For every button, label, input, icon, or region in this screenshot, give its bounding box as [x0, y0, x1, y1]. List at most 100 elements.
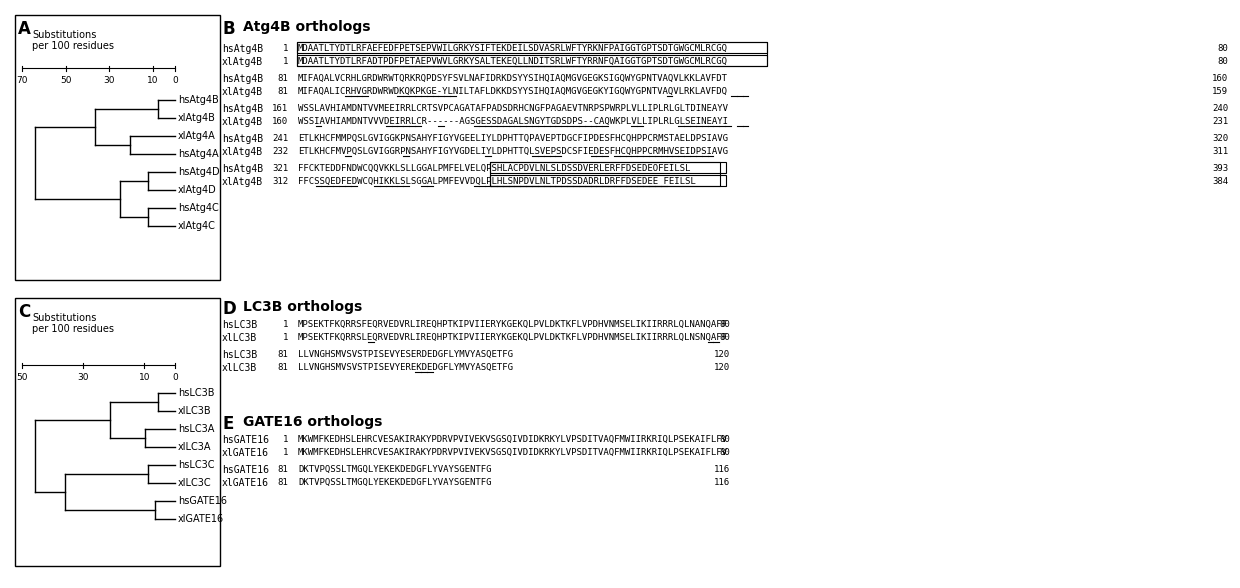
- Text: LLVNGHSMVSVSTPISEVYESERDEDGFLYMVYASQETFG: LLVNGHSMVSVSTPISEVYESERDEDGFLYMVYASQETFG: [298, 350, 513, 359]
- Text: per 100 residues: per 100 residues: [32, 324, 114, 334]
- Text: 120: 120: [714, 363, 730, 372]
- Text: hsGATE16: hsGATE16: [179, 496, 227, 506]
- Text: FFCKTEDDFNDWCQQVKKLSLLGGALPMFELVELQPSHLACPDVLNLSLDSSDVERLERFFDSEDEOFEILSL: FFCKTEDDFNDWCQQVKKLSLLGGALPMFELVELQPSHLA…: [298, 164, 691, 173]
- Text: LC3B orthologs: LC3B orthologs: [243, 300, 362, 314]
- Text: 116: 116: [714, 465, 730, 474]
- Text: B: B: [222, 20, 234, 38]
- Text: hsAtg4B: hsAtg4B: [179, 95, 218, 105]
- Text: 312: 312: [272, 177, 288, 186]
- Text: 1: 1: [283, 448, 288, 457]
- Text: 160: 160: [272, 117, 288, 126]
- Text: xlAtg4A: xlAtg4A: [179, 131, 216, 141]
- Text: 80: 80: [719, 448, 730, 457]
- Bar: [490, 162, 727, 173]
- Text: 311: 311: [1211, 147, 1228, 156]
- Bar: [298, 55, 768, 66]
- Text: 1: 1: [283, 435, 288, 444]
- Text: FFCSSQEDFEDWCQHIKKLSLSGGALPMFEVVDQLPLHLSNPDVLNLTPDSSDADRLDRFFDSEDEE FEILSL: FFCSSQEDFEDWCQHIKKLSLSGGALPMFEVVDQLPLHLS…: [298, 177, 696, 186]
- Text: D: D: [222, 300, 236, 318]
- Bar: [490, 175, 727, 186]
- Text: xlAtg4B: xlAtg4B: [222, 147, 263, 157]
- Text: 240: 240: [1211, 104, 1228, 113]
- Text: xlAtg4B: xlAtg4B: [179, 113, 216, 123]
- Text: hsLC3B: hsLC3B: [179, 388, 215, 398]
- Text: MKWMFKEDHSLEHRCVESAKIRAKYPDRVPVIVEKVSGSQIVDIDKRKYLVPSDITVAQFMWIIRKRIQLPSEKAIFLFV: MKWMFKEDHSLEHRCVESAKIRAKYPDRVPVIVEKVSGSQ…: [298, 435, 728, 444]
- Text: hsAtg4B: hsAtg4B: [222, 164, 263, 174]
- Text: WSSIAVHIAMDNTVVVDEIRRLCR------AGSGESSDAGALSNGYTGDSDPS--CAQWKPLVLLIPLRLGLSEINEAYI: WSSIAVHIAMDNTVVVDEIRRLCR------AGSGESSDAG…: [298, 117, 728, 126]
- Text: 80: 80: [719, 320, 730, 329]
- Text: MIFAQALICRHVGRDWRWDKQKPKGE-YLNILTAFLDKKDSYYSIHQIAQMGVGEGKYIGQWYGPNTVAQVLRKLAVFDQ: MIFAQALICRHVGRDWRWDKQKPKGE-YLNILTAFLDKKD…: [298, 87, 728, 96]
- Text: 70: 70: [16, 76, 27, 85]
- Text: 30: 30: [104, 76, 115, 85]
- Text: DKTVPQSSLTMGQLYEKEKDEDGFLYVAYSGENTFG: DKTVPQSSLTMGQLYEKEKDEDGFLYVAYSGENTFG: [298, 478, 491, 487]
- Text: xlAtg4B: xlAtg4B: [222, 177, 263, 187]
- Text: hsLC3B: hsLC3B: [222, 350, 257, 360]
- Text: hsGATE16: hsGATE16: [222, 435, 269, 445]
- Text: 161: 161: [272, 104, 288, 113]
- Text: ETLKHCFMMPQSLGVIGGKPNSAHYFIGYVGEELIYLDPHTTQPAVEPTDGCFIPDESFHCQHPPCRMSTAELDPSIAVG: ETLKHCFMMPQSLGVIGGKPNSAHYFIGYVGEELIYLDPH…: [298, 134, 728, 143]
- Text: 159: 159: [1211, 87, 1228, 96]
- Text: 81: 81: [278, 74, 288, 83]
- Bar: [298, 42, 768, 53]
- Text: E: E: [222, 415, 233, 433]
- Text: hsGATE16: hsGATE16: [222, 465, 269, 475]
- Text: xlGATE16: xlGATE16: [179, 514, 224, 524]
- Text: xlGATE16: xlGATE16: [222, 478, 269, 488]
- Text: MPSEKTFKQRRSLEQRVEDVRLIREQHPTKIPVIIERYKGEKQLPVLDKTKFLVPDHVNMSELIKIIRRRLQLNSNQAFF: MPSEKTFKQRRSLEQRVEDVRLIREQHPTKIPVIIERYKG…: [298, 333, 728, 342]
- Text: hsAtg4B: hsAtg4B: [222, 104, 263, 114]
- Text: Substitutions: Substitutions: [32, 313, 97, 323]
- Text: 160: 160: [1211, 74, 1228, 83]
- Text: hsAtg4B: hsAtg4B: [222, 134, 263, 144]
- Text: LLVNGHSMVSVSTPISEVYEREKDEDGFLYMVYASQETFG: LLVNGHSMVSVSTPISEVYEREKDEDGFLYMVYASQETFG: [298, 363, 513, 372]
- Text: Atg4B orthologs: Atg4B orthologs: [243, 20, 371, 34]
- Bar: [490, 162, 720, 186]
- Text: 80: 80: [719, 333, 730, 342]
- Text: 80: 80: [719, 435, 730, 444]
- Text: 0: 0: [172, 373, 177, 382]
- Text: 30: 30: [77, 373, 89, 382]
- Text: 231: 231: [1211, 117, 1228, 126]
- Text: hsLC3C: hsLC3C: [179, 460, 215, 470]
- Text: xlAtg4B: xlAtg4B: [222, 117, 263, 127]
- Bar: [15, 15, 219, 280]
- Text: hsLC3A: hsLC3A: [179, 424, 215, 434]
- Text: hsAtg4A: hsAtg4A: [179, 149, 218, 159]
- Text: hsLC3B: hsLC3B: [222, 320, 257, 330]
- Text: 81: 81: [278, 363, 288, 372]
- Text: 50: 50: [16, 373, 27, 382]
- Text: 1: 1: [283, 44, 288, 53]
- Text: C: C: [19, 303, 30, 321]
- Text: 116: 116: [714, 478, 730, 487]
- Text: 81: 81: [278, 87, 288, 96]
- Text: 120: 120: [714, 350, 730, 359]
- Bar: [298, 42, 768, 66]
- Text: xlAtg4C: xlAtg4C: [179, 221, 216, 231]
- Text: MPSEKTFKQRRSFEQRVEDVRLIREQHPTKIPVIIERYKGEKQLPVLDKTKFLVPDHVNMSELIKIIRRRLQLNANQAFF: MPSEKTFKQRRSFEQRVEDVRLIREQHPTKIPVIIERYKG…: [298, 320, 728, 329]
- Text: 10: 10: [148, 76, 159, 85]
- Text: ETLKHCFMVPQSLGVIGGRPNSAHYFIGYVGDELIYLDPHTTQLSVEPSDCSFIEDESFHCQHPPCRMHVSEIDPSIAVG: ETLKHCFMVPQSLGVIGGRPNSAHYFIGYVGDELIYLDPH…: [298, 147, 728, 156]
- Text: 1: 1: [283, 333, 288, 342]
- Bar: [15, 298, 219, 566]
- Text: xlLC3B: xlLC3B: [222, 363, 257, 373]
- Text: 393: 393: [1211, 164, 1228, 173]
- Text: MIFAQALVCRHLGRDWRWTQRKRQPDSYFSVLNAFIDRKDSYYSIHQIAQMGVGEGKSIGQWYGPNTVAQVLKKLAVFDT: MIFAQALVCRHLGRDWRWTQRKRQPDSYFSVLNAFIDRKD…: [298, 74, 728, 83]
- Text: xlAtg4D: xlAtg4D: [179, 185, 217, 195]
- Text: 1: 1: [283, 57, 288, 66]
- Text: xlAtg4B: xlAtg4B: [222, 87, 263, 97]
- Text: WSSLAVHIAMDNTVVMEEIRRLCRTSVPCAGATAFPADSDRHCNGFPAGAEVTNRPSPWRPLVLLIPLRLGLTDINEAYV: WSSLAVHIAMDNTVVMEEIRRLCRTSVPCAGATAFPADSD…: [298, 104, 728, 113]
- Text: 80: 80: [1218, 44, 1228, 53]
- Text: 241: 241: [272, 134, 288, 143]
- Text: hsAtg4C: hsAtg4C: [179, 203, 218, 213]
- Text: GATE16 orthologs: GATE16 orthologs: [243, 415, 382, 429]
- Text: 321: 321: [272, 164, 288, 173]
- Text: 81: 81: [278, 478, 288, 487]
- Text: xlLC3A: xlLC3A: [179, 442, 212, 452]
- Text: 80: 80: [1218, 57, 1228, 66]
- Text: MKWMFKEDHSLEHRCVESAKIRAKYPDRVPVIVEKVSGSQIVDIDKRKYLVPSDITVAQFMWIIRKRIQLPSEKAIFLFV: MKWMFKEDHSLEHRCVESAKIRAKYPDRVPVIVEKVSGSQ…: [298, 448, 728, 457]
- Text: Substitutions: Substitutions: [32, 30, 97, 40]
- Text: xlAtg4B: xlAtg4B: [222, 57, 263, 67]
- Text: 384: 384: [1211, 177, 1228, 186]
- Text: MDAATLTYDTLRFAEFEDFPETSEPVWILGRKYSIFTEKDEILSDVASRLWFTYRKNFPAIGGTGPTSDTGWGCMLRCGQ: MDAATLTYDTLRFAEFEDFPETSEPVWILGRKYSIFTEKD…: [298, 44, 728, 53]
- Text: xlLC3B: xlLC3B: [222, 333, 257, 343]
- Text: hsAtg4B: hsAtg4B: [222, 44, 263, 54]
